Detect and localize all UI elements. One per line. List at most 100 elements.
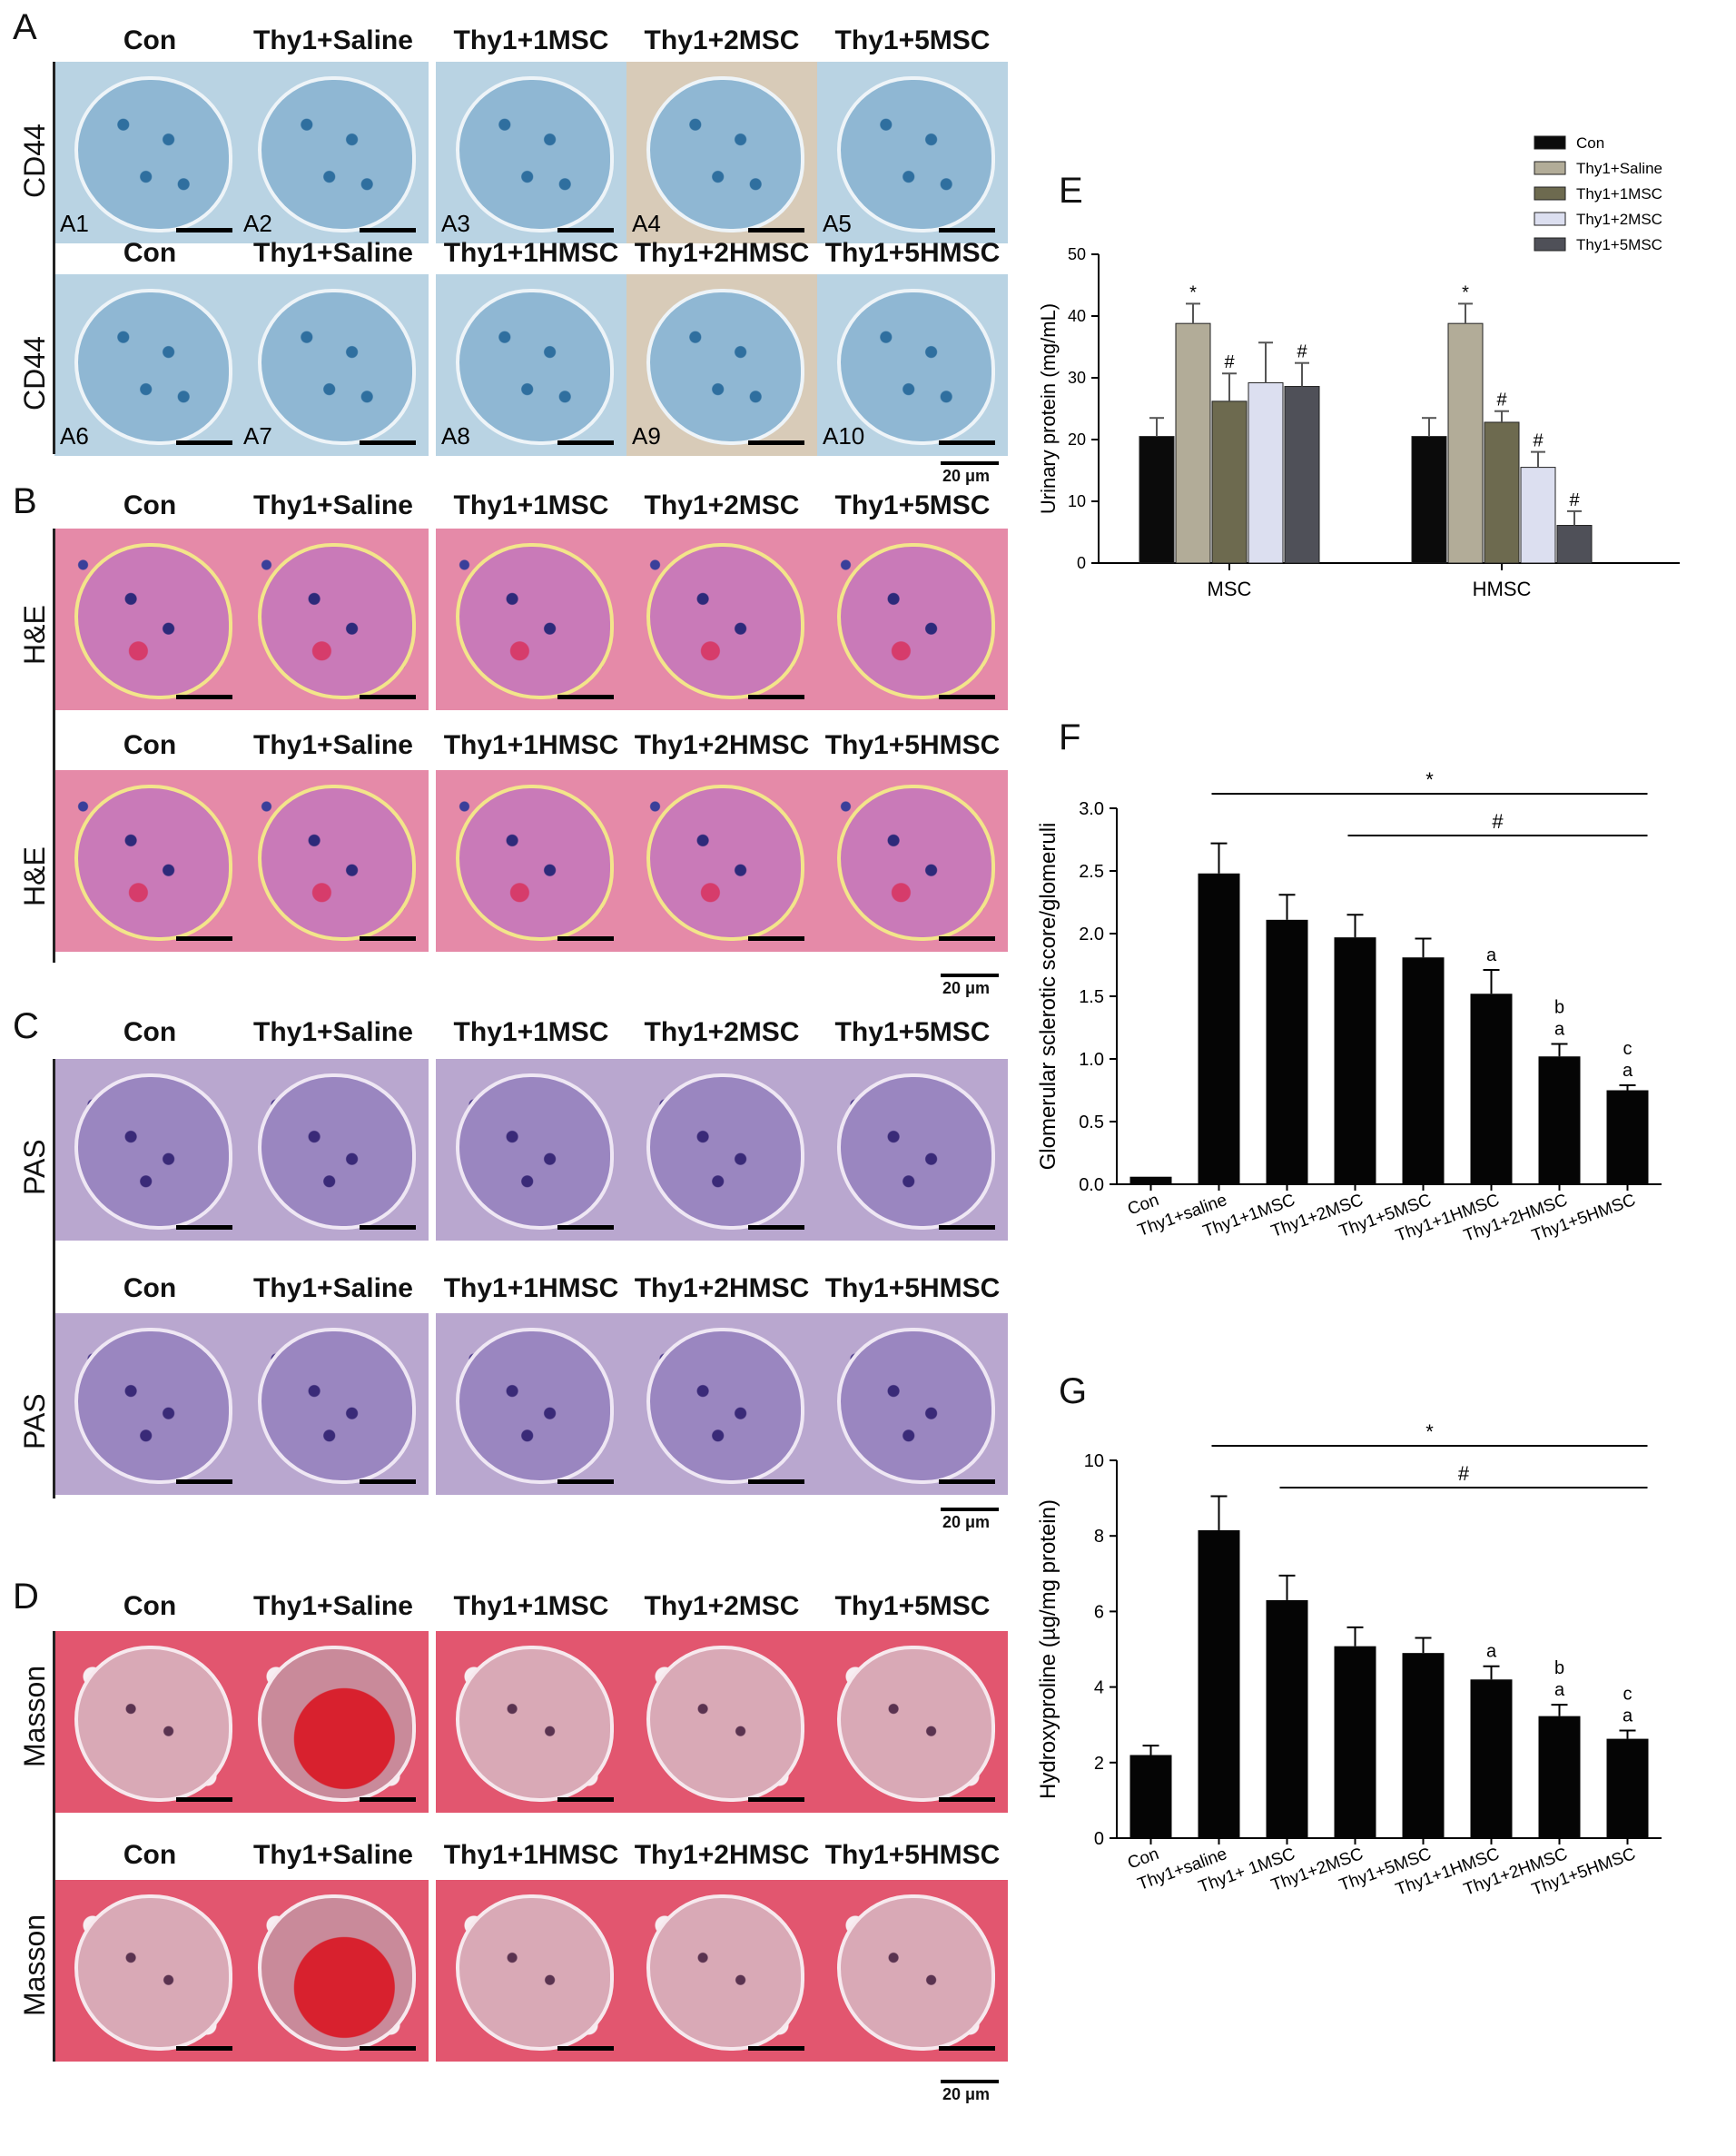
tile-scale-bar [360, 1479, 416, 1484]
tile-scale-bar [176, 695, 232, 699]
tile-scale-bar [557, 1225, 614, 1230]
glomerulus-shape [258, 785, 416, 941]
column-title: Thy1+5HMSC [824, 1273, 1001, 1303]
micrograph-pas [817, 1059, 1008, 1241]
micrograph-he [817, 529, 1008, 710]
row-separator-line [53, 1059, 55, 1498]
column-title: Thy1+1MSC [453, 1017, 609, 1047]
micrograph-he [54, 529, 245, 710]
y-tick-label: 0 [1077, 554, 1086, 572]
column-title: Thy1+2HMSC [634, 730, 810, 760]
panel-letter-g: G [1059, 1371, 1088, 1411]
glomerulus-shape [74, 1073, 232, 1230]
row-label-cd44: CD44 [18, 336, 51, 410]
bar [1248, 381, 1284, 564]
column-title: Thy1+1HMSC [443, 1840, 619, 1870]
tile-scale-bar [939, 1479, 995, 1484]
bar [1470, 1679, 1513, 1838]
micrograph-masson [626, 1631, 817, 1813]
significance-mark: a [1623, 1706, 1633, 1726]
column-title: Thy1+Saline [253, 730, 413, 760]
column-title: Thy1+5HMSC [824, 238, 1001, 268]
significance-mark: a [1554, 1680, 1565, 1700]
column-title: Thy1+5HMSC [824, 1840, 1001, 1870]
micrograph-cd44: A7 [238, 274, 429, 456]
tile-scale-bar [557, 228, 614, 232]
micrograph-cd44: A3 [436, 62, 626, 243]
significance-symbol: # [1458, 1462, 1470, 1485]
micrograph-masson [817, 1880, 1008, 2062]
micrograph-cd44: A10 [817, 274, 1008, 456]
significance-mark: a [1486, 945, 1497, 965]
tile-scale-bar [748, 695, 804, 699]
micrograph-he [626, 770, 817, 952]
micrograph-cd44: A6 [54, 274, 245, 456]
glomerulus-shape [837, 543, 995, 699]
bar [1266, 1599, 1308, 1838]
tile-scale-bar [360, 1797, 416, 1802]
micrograph-pas [436, 1313, 626, 1495]
scale-bar-label: 20 μm [942, 1513, 991, 1531]
tile-scale-bar [939, 936, 995, 941]
bar [1538, 1056, 1581, 1184]
bar [1266, 919, 1308, 1184]
tile-label: A1 [60, 210, 89, 237]
tile-scale-bar [360, 2046, 416, 2051]
glomerulus-shape [456, 1894, 614, 2051]
scale-bar-label: 20 μm [942, 2085, 991, 2103]
column-title: Con [123, 490, 177, 520]
panel-letter-c: C [13, 1006, 39, 1046]
micrograph-masson [54, 1880, 245, 2062]
y-tick-label: 3.0 [1079, 799, 1104, 819]
panel-letter-f: F [1059, 717, 1081, 757]
micrograph-cd44: A9 [626, 274, 817, 456]
column-title: Thy1+Saline [253, 1017, 413, 1047]
y-tick-label: 10 [1068, 492, 1086, 510]
scale-bar-label: 20 μm [942, 979, 991, 997]
panel-letter-d: D [13, 1577, 39, 1617]
significance-mark: * [1462, 282, 1469, 302]
column-title: Thy1+1HMSC [443, 730, 619, 760]
tile-scale-bar [939, 1797, 995, 1802]
y-tick-label: 8 [1094, 1527, 1104, 1547]
significance-mark: # [1533, 431, 1544, 451]
tile-scale-bar [748, 936, 804, 941]
panel-letter-b: B [13, 481, 37, 521]
y-tick-label: 0.0 [1079, 1175, 1104, 1195]
column-title: Thy1+5MSC [834, 1591, 991, 1621]
panel-letter-e: E [1059, 171, 1083, 211]
micrograph-he [436, 529, 626, 710]
glomerulus-shape [74, 785, 232, 941]
row-separator-line [53, 62, 55, 454]
urinary-protein-chart: 0 10 20 30 40 50 Urinary protein (mg/mL) MSC * # #… [1037, 134, 1680, 600]
scale-bar [941, 1508, 999, 1511]
column-title: Thy1+1MSC [453, 1591, 609, 1621]
bar [1211, 401, 1248, 564]
tile-scale-bar [176, 1479, 232, 1484]
group-label: MSC [1208, 578, 1252, 600]
glomerulus-shape [837, 289, 995, 445]
glomerulus-shape [646, 785, 804, 941]
micrograph-he [436, 770, 626, 952]
tile-label: A3 [441, 210, 470, 237]
row-label-pas: PAS [18, 1139, 51, 1195]
column-title: Thy1+5MSC [834, 25, 991, 55]
glomerulus-shape [456, 76, 614, 232]
micrograph-pas [817, 1313, 1008, 1495]
glomerulus-shape [646, 543, 804, 699]
tile-scale-bar [557, 1797, 614, 1802]
glomerulus-shape [258, 1328, 416, 1484]
glomerulus-shape [258, 76, 416, 232]
bar [1129, 1176, 1172, 1184]
glomerulus-shape [456, 543, 614, 699]
significance-mark: c [1623, 1039, 1632, 1059]
tile-label: A9 [632, 422, 661, 450]
column-title: Thy1+2MSC [644, 1591, 800, 1621]
glomerulus-shape [837, 1328, 995, 1484]
glomerulus-shape [258, 1894, 416, 2051]
column-title: Thy1+5MSC [834, 490, 991, 520]
tile-scale-bar [360, 936, 416, 941]
y-tick-label: 0.5 [1079, 1113, 1104, 1132]
y-tick-label: 10 [1084, 1451, 1104, 1471]
